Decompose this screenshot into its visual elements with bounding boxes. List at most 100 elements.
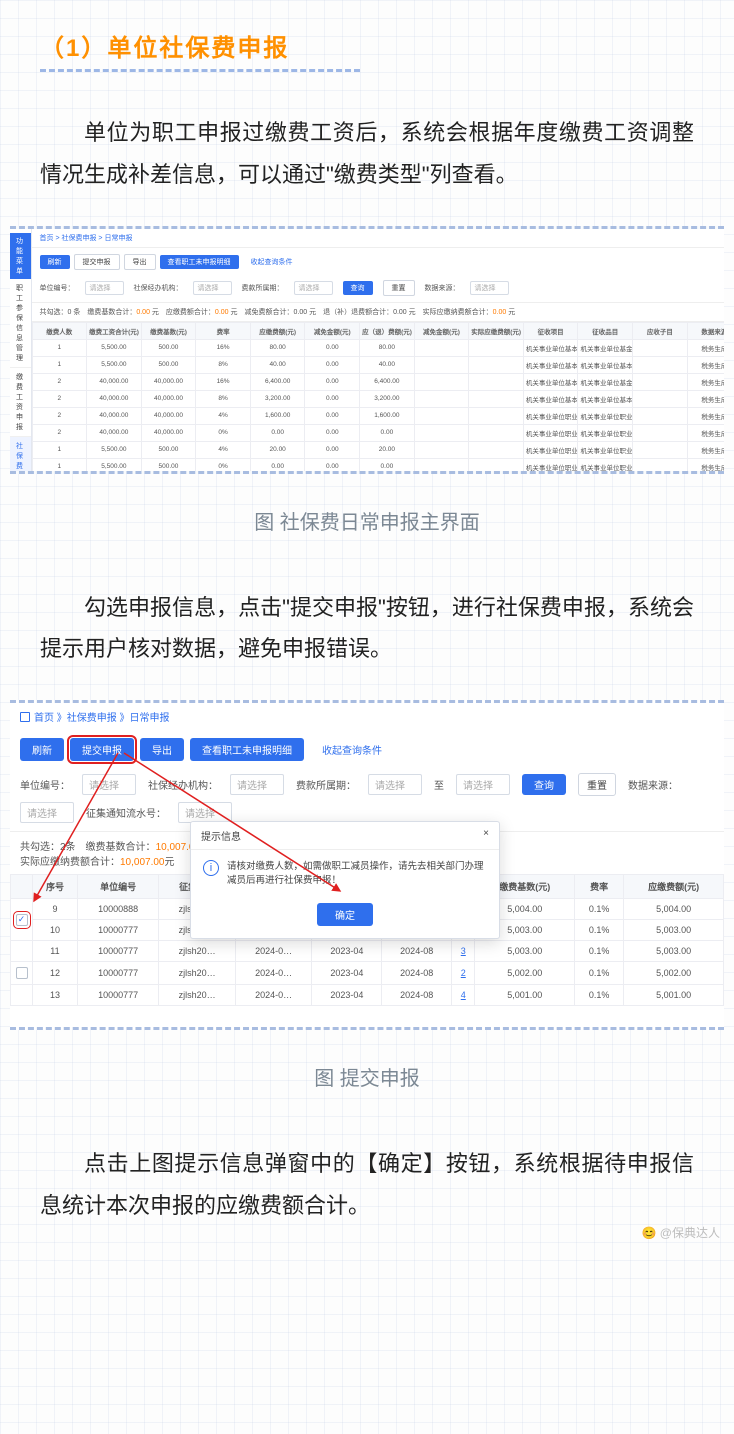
table-row[interactable]: 1310000777zjlsh20…2024-0…2023-042024-084… bbox=[11, 985, 724, 1006]
home-icon[interactable] bbox=[20, 712, 30, 722]
table-cell: 11 bbox=[33, 941, 78, 962]
table-cell[interactable]: 4 bbox=[452, 985, 475, 1006]
table-row[interactable]: 1210000777zjlsh20…2024-0…2023-042024-082… bbox=[11, 962, 724, 985]
table-cell: 税务生成 bbox=[687, 441, 724, 458]
table-cell: 5,001.00 bbox=[624, 985, 724, 1006]
table-cell: 5,002.00 bbox=[624, 962, 724, 985]
label-src: 数据来源： bbox=[425, 283, 460, 293]
table-row[interactable]: 15,500.00500.008%40.000.0040.00机关事业单位基本养… bbox=[32, 356, 724, 373]
table-row[interactable]: 240,000.0040,000.004%1,600.000.001,600.0… bbox=[32, 407, 724, 424]
table-cell: 0% bbox=[196, 424, 251, 441]
export-button[interactable]: 导出 bbox=[124, 254, 156, 270]
org-select[interactable]: 请选择 bbox=[230, 774, 284, 795]
refresh-button[interactable]: 刷新 bbox=[20, 738, 64, 761]
table-cell[interactable]: 3 bbox=[452, 941, 475, 962]
checkbox-icon[interactable] bbox=[16, 967, 28, 979]
table-cell: 5,500.00 bbox=[87, 441, 142, 458]
table-cell: 2023-04 bbox=[312, 962, 382, 985]
checkbox-cell[interactable] bbox=[11, 985, 33, 1006]
reset-button[interactable]: 重置 bbox=[578, 773, 616, 796]
close-icon[interactable]: × bbox=[483, 828, 489, 843]
table-cell: 0.00 bbox=[305, 373, 360, 390]
table-cell: 40.00 bbox=[250, 356, 305, 373]
table-cell: 40,000.00 bbox=[87, 390, 142, 407]
checkbox-cell[interactable] bbox=[11, 962, 33, 985]
data-table: 缴费人数缴费工资合计(元)缴费基数(元)费率应缴费额(元)减免金额(元)应（退）… bbox=[32, 322, 725, 471]
src-select[interactable]: 请选择 bbox=[470, 281, 509, 295]
checkbox-cell[interactable] bbox=[11, 941, 33, 962]
table-cell: 机关事业单位基本养老保险 bbox=[523, 356, 578, 373]
sidebar-item-active[interactable]: 社保费申报 bbox=[10, 437, 31, 474]
table-row[interactable]: 1110000777zjlsh20…2024-0…2023-042024-083… bbox=[11, 941, 724, 962]
table-cell: 500.00 bbox=[141, 441, 196, 458]
table-cell[interactable]: 2 bbox=[452, 962, 475, 985]
period-to[interactable]: 请选择 bbox=[456, 774, 510, 795]
table-header: 单位编号 bbox=[77, 875, 159, 899]
breadcrumb: 首页 》社保费申报 》日常申报 bbox=[10, 703, 724, 730]
table-cell: 40,000.00 bbox=[87, 424, 142, 441]
period-from[interactable]: 请选择 bbox=[368, 774, 422, 795]
table-row[interactable]: 15,500.00500.0016%80.000.0080.00机关事业单位基本… bbox=[32, 339, 724, 356]
table-cell bbox=[469, 458, 524, 471]
table-cell: 10000888 bbox=[77, 899, 159, 920]
label-period: 费款所属期： bbox=[242, 283, 284, 293]
table-cell bbox=[414, 424, 469, 441]
checkbox-icon[interactable]: ✓ bbox=[16, 914, 28, 926]
table-row[interactable]: 240,000.0040,000.000%0.000.000.00机关事业单位职… bbox=[32, 424, 724, 441]
table-cell: 80.00 bbox=[250, 339, 305, 356]
sidebar-item[interactable]: 缴费工资申报 bbox=[10, 368, 31, 437]
table-cell: 80.00 bbox=[360, 339, 415, 356]
org-select[interactable]: 请选择 bbox=[193, 281, 232, 295]
table-header: 减免金额(元) bbox=[414, 322, 469, 339]
period-select[interactable]: 请选择 bbox=[294, 281, 333, 295]
table-cell: 1,600.00 bbox=[250, 407, 305, 424]
table-header: 费率 bbox=[575, 875, 624, 899]
table-cell: 0% bbox=[196, 458, 251, 471]
table-cell bbox=[633, 356, 688, 373]
table-cell: 0.00 bbox=[305, 339, 360, 356]
src-select[interactable]: 请选择 bbox=[20, 802, 74, 823]
unit-select[interactable]: 请选择 bbox=[85, 281, 124, 295]
table-row[interactable]: 15,500.00500.004%20.000.0020.00机关事业单位职业年… bbox=[32, 441, 724, 458]
table-cell: 5,003.00 bbox=[624, 941, 724, 962]
table-cell: 0.00 bbox=[250, 424, 305, 441]
search-button[interactable]: 查询 bbox=[522, 774, 566, 795]
table-cell: 机关事业单位职业年金（… bbox=[578, 441, 633, 458]
table-cell: 0.00 bbox=[305, 407, 360, 424]
reset-button[interactable]: 重置 bbox=[383, 280, 415, 296]
export-button[interactable]: 导出 bbox=[140, 738, 184, 761]
table-cell: 0.00 bbox=[360, 458, 415, 471]
table-cell bbox=[414, 373, 469, 390]
sidebar-item[interactable]: 职工参保信息管理 bbox=[10, 279, 31, 368]
summary-text: 共勾选：2条 缴费基数合计： bbox=[20, 842, 156, 853]
modal-footer: 确定 bbox=[191, 899, 499, 938]
checkbox-cell[interactable]: ✓ bbox=[11, 899, 33, 941]
detail-button[interactable]: 查看职工未申报明细 bbox=[160, 255, 239, 269]
unit-select[interactable]: 请选择 bbox=[82, 774, 136, 795]
table-cell: 机关事业单位职业年金 bbox=[523, 441, 578, 458]
detail-button[interactable]: 查看职工未申报明细 bbox=[190, 738, 304, 761]
table-cell: 500.00 bbox=[141, 356, 196, 373]
refresh-button[interactable]: 刷新 bbox=[40, 255, 70, 269]
submit-button[interactable]: 提交申报 bbox=[70, 738, 134, 761]
table-cell: 2024-0… bbox=[235, 962, 312, 985]
table-cell: 3,200.00 bbox=[360, 390, 415, 407]
table-row[interactable]: 240,000.0040,000.008%3,200.000.003,200.0… bbox=[32, 390, 724, 407]
table-cell: 2 bbox=[32, 373, 87, 390]
table-row[interactable]: 15,500.00500.000%0.000.000.00机关事业单位职业年金机… bbox=[32, 458, 724, 471]
table-cell: 机关事业单位基本养老… bbox=[578, 390, 633, 407]
collapse-link[interactable]: 收起查询条件 bbox=[243, 255, 301, 269]
table-cell bbox=[469, 441, 524, 458]
collapse-link[interactable]: 收起查询条件 bbox=[310, 738, 394, 761]
search-button[interactable]: 查询 bbox=[343, 281, 373, 295]
table-row[interactable]: 240,000.0040,000.0016%6,400.000.006,400.… bbox=[32, 373, 724, 390]
summary-text: 元 bbox=[508, 309, 515, 316]
table-cell bbox=[633, 407, 688, 424]
submit-button[interactable]: 提交申报 bbox=[74, 254, 120, 270]
ok-button[interactable]: 确定 bbox=[317, 903, 373, 926]
notice-select[interactable]: 请选择 bbox=[178, 802, 232, 823]
label-org: 社保经办机构： bbox=[148, 777, 218, 792]
modal-body: i 请核对缴费人数，如需做职工减员操作，请先去相关部门办理减员后再进行社保费申报… bbox=[191, 850, 499, 899]
table-cell: 0.00 bbox=[305, 356, 360, 373]
table-cell bbox=[414, 407, 469, 424]
